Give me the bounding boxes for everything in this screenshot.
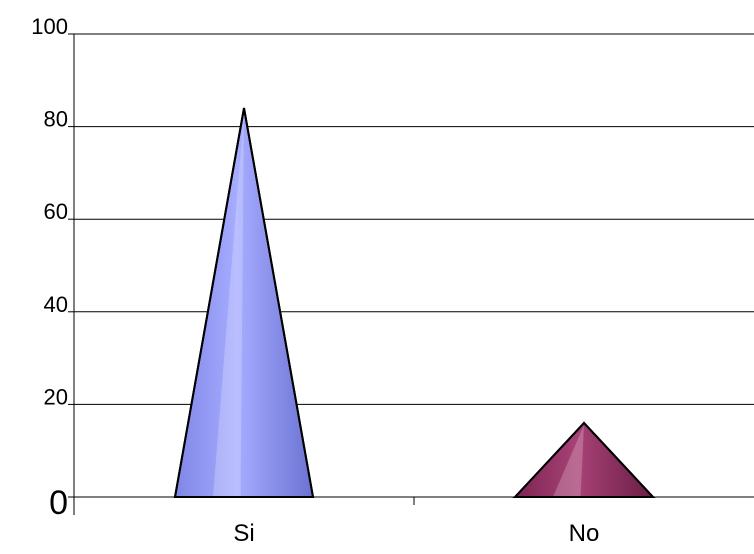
axes — [68, 33, 754, 515]
y-tick-label-20: 20 — [44, 384, 68, 409]
cone-body-si — [173, 107, 315, 498]
y-tick-label-60: 60 — [44, 199, 68, 224]
cone-si — [173, 107, 315, 498]
y-tick-labels: 0 20 40 60 80 100 — [31, 14, 68, 522]
x-category-label-no: No — [569, 520, 600, 547]
y-tick-label-40: 40 — [44, 292, 68, 317]
cone-highlight-no — [552, 424, 584, 497]
cone-outline-si — [173, 107, 315, 498]
cone-no — [512, 421, 656, 498]
gridlines — [74, 33, 754, 405]
y-tick-label-0: 0 — [49, 484, 68, 522]
cone-outline-no — [512, 421, 656, 498]
y-tick-label-100: 100 — [31, 14, 68, 39]
y-tick-label-80: 80 — [44, 107, 68, 132]
cone-highlight-si — [212, 110, 244, 497]
category-labels: Si No — [233, 520, 599, 547]
x-category-label-si: Si — [233, 520, 254, 547]
cone-body-no — [512, 421, 656, 498]
cones — [173, 107, 656, 498]
